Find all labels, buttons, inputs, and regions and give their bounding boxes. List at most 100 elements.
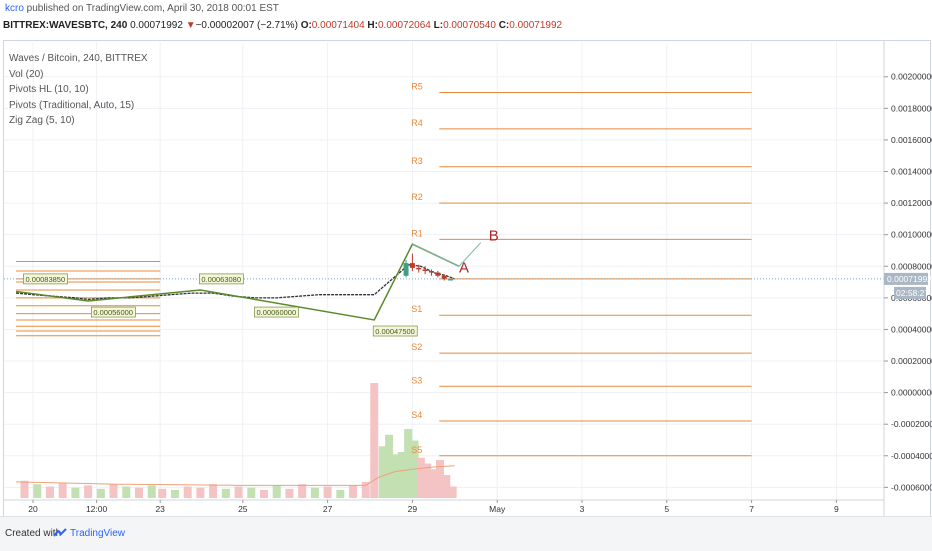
price-tick-label: -0.00020000 [891, 419, 932, 429]
pivot-label: S3 [411, 375, 422, 385]
close-value: 0.00071992 [509, 20, 563, 31]
time-tick-label: 3 [580, 504, 585, 514]
pivot-hl-label: 0.00060000 [257, 308, 297, 317]
volume-bar [310, 487, 319, 498]
volume-bar [183, 486, 192, 498]
pivot-hl-labels: 0.00083850 0.00056000 0.00063080 0.00060000… [23, 273, 418, 337]
countdown-tag [894, 286, 926, 299]
pivot-label: R1 [411, 228, 423, 238]
down-arrow-icon: ▼ [185, 20, 196, 31]
price-tick-label: -0.00040000 [891, 451, 932, 461]
candle-body [403, 263, 409, 276]
tradingview-logo-icon[interactable] [53, 527, 67, 539]
pivot-hl-label-box [372, 325, 418, 337]
volume-bar [404, 429, 413, 498]
volume-bar [147, 485, 156, 498]
ab-line [412, 243, 460, 267]
last-price-tag [884, 272, 928, 285]
time-tick-label: 12:00 [86, 504, 108, 514]
time-axis[interactable]: 20 12:00 23 25 27 29 May 3 5 7 9 [4, 499, 884, 514]
price-tick-label: 0.00020000 [891, 356, 932, 366]
pivot-label: S4 [411, 410, 422, 420]
close-label: C: [498, 20, 510, 31]
legend-item-volume[interactable]: Vol (20) [9, 68, 44, 80]
pivot-hl-label-box [254, 306, 299, 318]
volume-bar [429, 469, 438, 498]
price-tick-label: 0.00080000 [891, 261, 932, 271]
volume-bar [84, 485, 93, 498]
pivot-hl-label: 0.00063080 [201, 275, 241, 284]
legend-item-zigzag[interactable]: Zig Zag (5, 10) [9, 115, 75, 126]
open-value: 0.00071404 [311, 20, 365, 31]
volume-bar [448, 486, 457, 498]
candle-body [428, 271, 434, 273]
volume-bar [416, 457, 425, 498]
volume-bar [234, 486, 243, 498]
author-link[interactable]: kcro [5, 3, 24, 14]
countdown-label: 02:58:27 [896, 288, 929, 298]
last-price: 0.00071992 [130, 20, 183, 31]
created-with-label: Created with [5, 528, 62, 539]
time-tick-label: May [489, 504, 506, 514]
published-info: kcro published on TradingView.com, April… [5, 3, 279, 14]
grid [4, 42, 884, 500]
price-tick-label: 0.00180000 [891, 103, 932, 113]
ab-label: B [489, 228, 499, 245]
published-text: published on TradingView.com, April 30, … [23, 3, 279, 14]
legend-item-pivots[interactable]: Pivots (Traditional, Auto, 15) [9, 99, 135, 111]
volume-bar [122, 486, 131, 498]
price-tick-label: 0.00040000 [891, 324, 932, 334]
time-tick-label: 7 [749, 504, 754, 514]
old-pivot-lines [16, 261, 161, 337]
pivot-hl-label-box [23, 273, 68, 285]
volume-bar [45, 486, 54, 498]
price-tick-label: 0.00140000 [891, 167, 932, 177]
candle-body [441, 275, 447, 279]
symbol-label[interactable]: BITTREX:WAVESBTC, 240 [3, 20, 128, 31]
volume-bar [20, 480, 29, 498]
volume-bar [435, 460, 444, 498]
volume-bar [285, 488, 294, 498]
volume-bar [323, 486, 332, 498]
legend-title[interactable]: Waves / Bitcoin, 240, BITTREX [9, 53, 148, 64]
volume-bar [385, 434, 394, 498]
volume-bar [109, 484, 118, 498]
price-tick-label: 0.00200000 [891, 72, 932, 82]
volume-bar [247, 487, 256, 498]
pivot-label: R3 [411, 156, 423, 166]
time-tick-label: 29 [408, 504, 418, 514]
volume-bar [336, 489, 345, 498]
time-tick-label: 25 [238, 504, 248, 514]
candle-body [448, 278, 454, 281]
pivot-label: S2 [411, 342, 422, 352]
volume-bar [209, 484, 218, 498]
price-tick-label: 0.00000000 [891, 388, 932, 398]
price-axis[interactable]: 0.00200000 0.00180000 0.00160000 0.00140000… [883, 40, 932, 516]
pivot-label: S5 [411, 445, 422, 455]
time-tick-label: 27 [323, 504, 333, 514]
volume-bar [361, 481, 370, 498]
volume-bar [96, 488, 105, 498]
pivot-hl-label: 0.00083850 [26, 275, 66, 284]
tradingview-brand[interactable]: TradingView [70, 528, 126, 539]
chart-legend: Waves / Bitcoin, 240, BITTREX Vol (20) P… [9, 51, 148, 129]
volume-bar [260, 489, 268, 498]
pivot-hl-label-box [199, 273, 244, 285]
pivot-label: R5 [411, 82, 423, 92]
legend-item-pivots-hl[interactable]: Pivots HL (10, 10) [9, 84, 89, 95]
volume-bar [33, 484, 42, 498]
candle-body [435, 272, 441, 276]
volume-bar [71, 487, 80, 498]
volume-bar [397, 452, 406, 498]
publish-header: kcro published on TradingView.com, April… [0, 0, 932, 36]
candle-body [416, 267, 422, 270]
ohlc-line: BITTREX:WAVESBTC, 240 0.00071992 ▼−0.000… [3, 20, 562, 31]
pivot-hl-label-box [91, 306, 136, 318]
time-tick-label: 20 [28, 504, 38, 514]
price-series [4, 253, 884, 301]
price-tick-label: 0.00160000 [891, 135, 932, 145]
last-price-tag-label: 0.00071992 [887, 274, 932, 284]
volume-bar [196, 487, 205, 498]
volume-bar [423, 463, 432, 498]
